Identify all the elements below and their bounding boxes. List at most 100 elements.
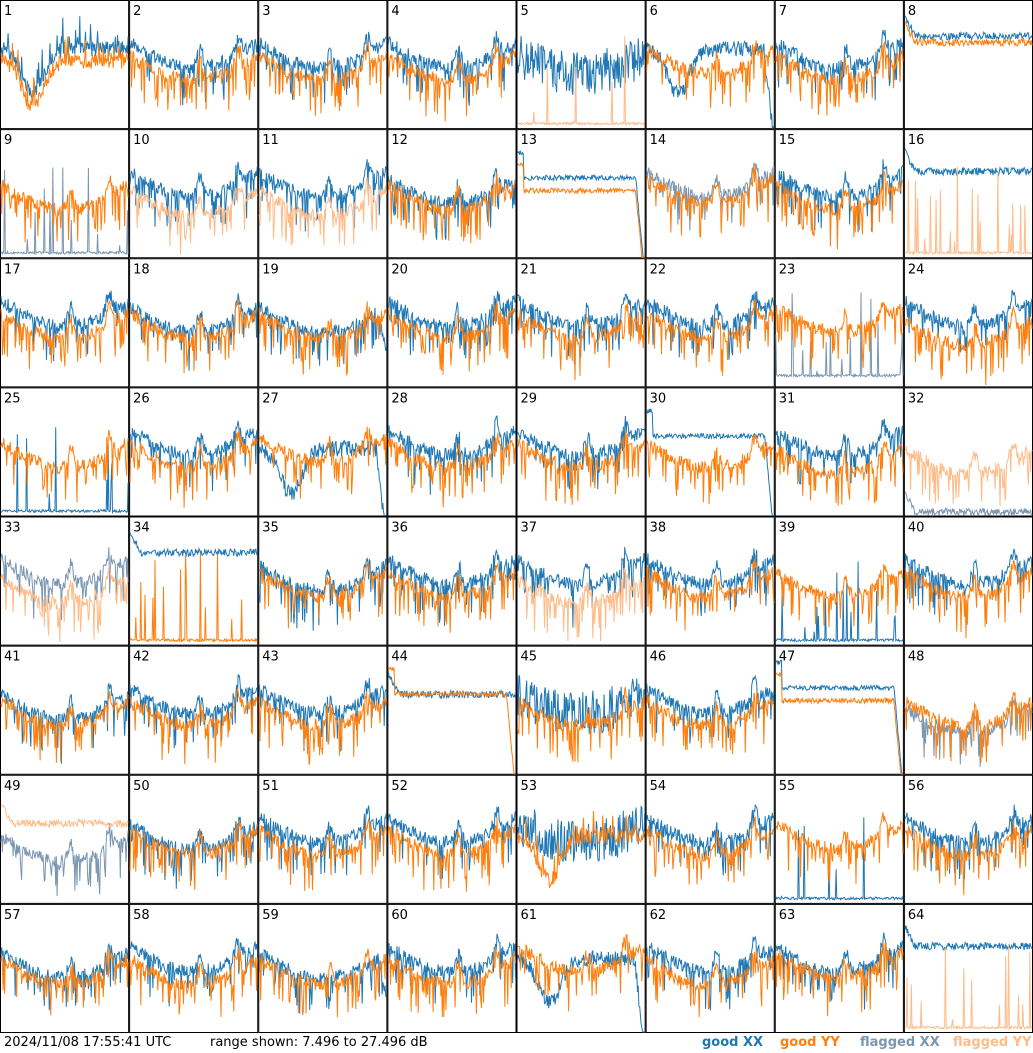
panel-58: 58 [129,903,259,1033]
series-xx-good [387,933,516,1004]
panel-frame [258,258,388,388]
panel-frame [774,774,904,904]
panel-2: 2 [129,0,259,130]
panel-frame [903,387,1033,517]
panel-8: 8 [903,0,1033,130]
panel-55: 55 [774,774,904,904]
panel-37: 37 [516,516,646,646]
panel-63: 63 [774,903,904,1033]
panel-49: 49 [0,774,130,904]
panel-label: 49 [4,779,21,794]
panel-label: 41 [4,650,21,665]
series-yy-good [904,691,1033,763]
series-xx-good [517,293,646,364]
series-xx-good [129,420,258,492]
series-yy-good [517,686,646,763]
panel-label: 26 [133,391,150,406]
panel-frame [774,516,904,646]
series-yy-good [387,817,516,892]
series-xx-good [0,942,129,1011]
panel-31: 31 [774,387,904,517]
series-yy-good [258,301,387,376]
panel-27: 27 [258,387,388,517]
panel-59: 59 [258,903,388,1033]
panel-label: 13 [521,133,538,148]
panel-frame [774,387,904,517]
panel-label: 55 [779,779,796,794]
series-xx-good [258,805,387,876]
panel-label: 18 [133,262,150,277]
series-yy-good [646,434,775,505]
series-yy-good [0,300,129,370]
series-yy-good [646,40,775,109]
panel-frame [645,0,775,130]
panel-11: 11 [258,129,388,259]
panel-frame [516,645,646,775]
panel-57: 57 [0,903,130,1033]
series-yy-good [129,430,258,508]
panel-frame [387,0,517,130]
panel-label: 42 [133,650,150,665]
panel-frame [516,516,646,646]
panel-44: 44 [387,645,517,775]
series-yy-good [387,302,516,375]
series-xx-good [258,31,387,105]
panel-label: 5 [521,4,529,19]
panel-frame [129,258,259,388]
panel-frame [0,258,130,388]
series-xx-good [258,159,387,232]
panel-28: 28 [387,387,517,517]
panel-frame [129,0,259,130]
panel-5: 5 [516,0,646,130]
series-yy-good [258,948,387,1018]
series-xx-good [904,924,1033,952]
series-xx-good [129,293,258,371]
panel-frame [258,774,388,904]
panel-38: 38 [645,516,775,646]
series-yy-good [388,946,516,1018]
series-yy-good [904,305,1033,386]
series-yy-good [646,691,775,755]
series-xx-good [775,659,903,775]
panel-label: 31 [779,391,796,406]
panel-frame [387,258,517,388]
legend-flagged-yy: flagged YY [953,1035,1032,1050]
series-yy-good [129,553,258,643]
panel-50: 50 [129,774,259,904]
series-yy-good [258,817,387,892]
panel-10: 10 [129,129,259,259]
panel-7: 7 [774,0,904,130]
series-xx-good [904,804,1033,880]
panel-label: 33 [4,521,21,536]
series-xx-flagged [904,491,1033,518]
series-yy-good [129,298,258,374]
series-xx-good [904,15,1033,42]
series-yy-good [0,35,129,111]
panel-label: 1 [4,4,12,19]
series-xx-good [775,159,904,233]
series-yy-good [646,558,775,631]
panel-label: 61 [521,908,538,923]
footer-bar: 2024/11/08 17:55:41 UTC range shown: 7.4… [0,1033,1033,1053]
series-yy-good [387,42,516,122]
series-xx-good [387,291,516,360]
panel-frame [516,387,646,517]
series-yy-good [517,431,646,505]
series-yy-good [0,948,129,1016]
panel-label: 51 [262,779,279,794]
series-xx-good [646,675,775,744]
panel-label: 16 [908,133,925,148]
panel-frame [645,645,775,775]
panel-frame [0,645,130,775]
panel-label: 57 [4,908,21,923]
series-xx-good [775,817,904,902]
series-xx-good [646,803,775,876]
series-yy-good [646,815,775,885]
series-yy-flagged [517,567,646,642]
panel-29: 29 [516,387,646,517]
panel-46: 46 [645,645,775,775]
series-yy-good [258,426,387,499]
series-xx-good [646,935,775,1011]
panel-label: 20 [391,262,408,277]
panel-label: 22 [650,262,667,277]
